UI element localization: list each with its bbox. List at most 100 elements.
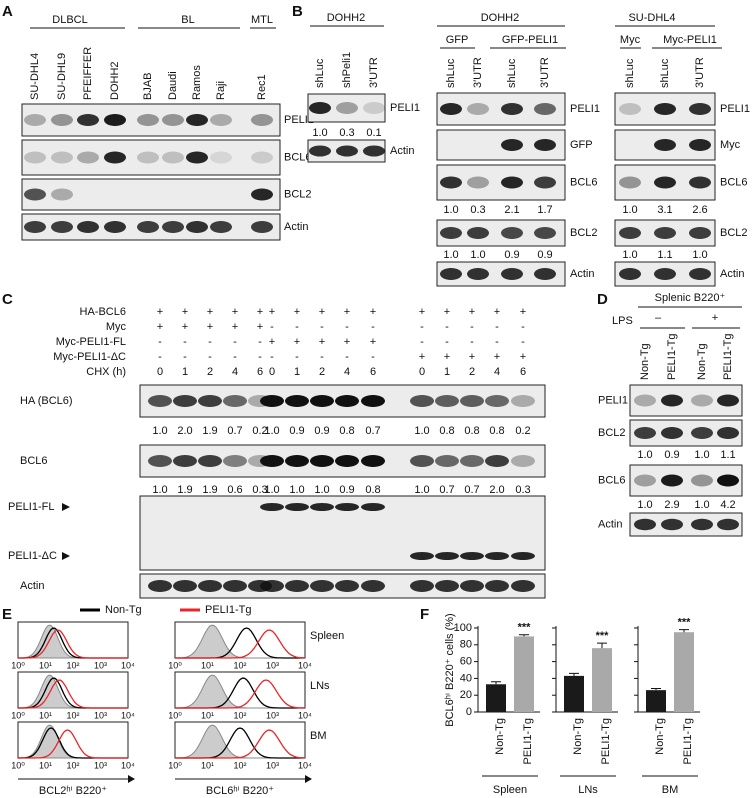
sign: - [470,321,474,333]
band [689,176,711,189]
x-tick-label: 10⁴ [121,760,135,770]
lane-label: PELI1-Tg [722,334,734,380]
band [485,395,509,407]
band [198,395,222,407]
sign: + [469,351,475,363]
isotype-curve [175,724,305,759]
sign: + [370,306,376,318]
sign: + [157,321,163,333]
sign: 2 [469,366,475,378]
quant: 1.0 [414,425,429,437]
error-bar [519,634,529,637]
sign: + [207,306,213,318]
panel-label: F [420,606,429,623]
band [410,455,434,467]
lane-label: Daudi [167,71,179,100]
quant: 0.3 [515,484,530,496]
blot-label: Actin [390,145,414,157]
blot-label: Actin [720,268,744,280]
condition-label: HA-BCL6 [80,306,126,318]
band [336,145,358,157]
legend-label: Non-Tg [105,604,142,616]
y-tick-label: 20 [460,689,472,701]
blot [21,139,281,176]
band [335,395,359,407]
group-label: Myc [620,34,641,46]
sign: + [494,351,500,363]
band [501,139,523,151]
band [654,103,676,115]
sign: - [495,321,499,333]
band [310,455,334,467]
band [460,580,484,592]
quant: 1.0 [264,484,279,496]
band [661,518,683,531]
band [335,455,359,467]
band [223,580,247,592]
blot-label: BCL2 [598,427,626,439]
band [210,221,232,233]
band [410,395,434,407]
band [619,176,641,189]
sign: - [420,336,424,348]
band [467,176,489,189]
quant: 1.1 [720,449,735,461]
sign: - [270,321,274,333]
x-tick-label: 10² [66,760,79,770]
sign: - [233,336,237,348]
band [717,427,739,439]
panel-label: E [2,606,12,623]
quant: 0.9 [664,449,679,461]
group-label: BL [181,14,194,26]
arrow [62,503,70,511]
lane-label: Non-Tg [639,343,651,380]
blot-label: PELI1 [720,103,750,115]
group-label: Myc-PELI1 [663,34,717,46]
band [440,227,462,239]
x-tick-label: 10¹ [201,760,214,770]
histogram-curve [175,679,306,709]
band [148,455,172,467]
band [689,227,711,239]
x-tick-label: 10⁴ [298,660,312,670]
sign: 1 [444,366,450,378]
quant: 0.8 [365,484,380,496]
sign: + [520,306,526,318]
lane-label: SU-DHL9 [56,53,68,100]
band [260,395,284,407]
band [501,103,523,115]
band [77,151,99,164]
lane-label: 3′UTR [472,57,484,88]
quant: 1.0 [289,484,304,496]
band [717,518,739,531]
band [162,221,184,233]
sign: 4 [494,366,500,378]
quant: 1.0 [443,249,458,261]
band [310,580,334,592]
band [260,455,284,467]
bar [564,675,584,712]
y-axis-title: BCL6ʰⁱ B220⁺ cells (%) [444,613,456,726]
band [534,139,556,151]
band [198,580,222,592]
arrowhead [305,775,312,783]
quant: 1.1 [657,249,672,261]
sign: 6 [257,366,263,378]
band [162,151,184,164]
band [511,552,535,560]
sign: - [495,336,499,348]
axis-title: BCL2ʰⁱ B220⁺ [39,785,107,797]
x-tick-label: 10⁴ [298,710,312,720]
arrowhead [128,775,135,783]
sign: + [344,336,350,348]
blot-label: BCL6 [284,151,312,163]
quant: 1.0 [152,484,167,496]
sign: - [320,351,324,363]
quant: 2.6 [692,204,707,216]
sign: + [269,336,275,348]
band [501,176,523,189]
band [501,227,523,239]
sign: 0 [269,366,275,378]
sign: + [182,321,188,333]
